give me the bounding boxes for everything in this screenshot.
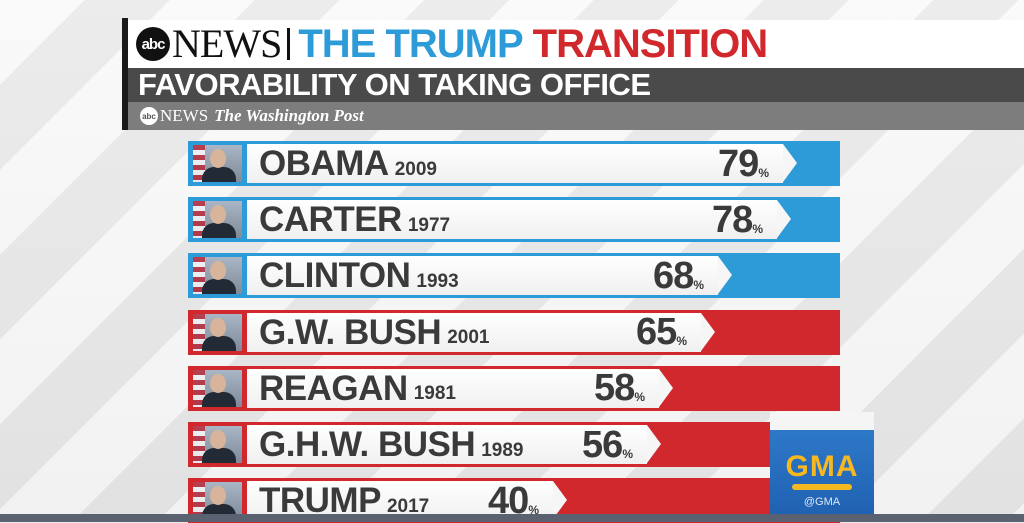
percent-sign: % (693, 277, 704, 292)
inauguration-year: 2017 (386, 495, 430, 517)
bar-row: OBAMA 2009 79% (188, 141, 840, 186)
abc-logo: abc (136, 27, 170, 61)
portrait-image (193, 257, 242, 295)
value-label: 78 (712, 198, 753, 241)
source-banner: abc NEWS The Washington Post (128, 102, 1024, 130)
bar-row: REAGAN 1981 58% (188, 365, 840, 411)
bar-row: CARTER 1977 78% (188, 197, 840, 243)
bar-row: CLINTON 1993 68% (188, 253, 840, 299)
percent-sign: % (528, 502, 539, 517)
value-label: 68 (653, 254, 694, 297)
value-bar: TRUMP 2017 40% (247, 479, 567, 522)
value-label: 79 (718, 142, 759, 185)
portrait-image (193, 313, 242, 351)
inauguration-year: 1993 (416, 270, 459, 292)
value-label: 56 (582, 423, 623, 466)
portrait-image (193, 426, 242, 463)
source-washington-post: The Washington Post (214, 106, 364, 125)
percent-sign: % (676, 334, 687, 349)
portrait-image (193, 145, 242, 182)
value-label: 40 (488, 479, 529, 522)
subtitle-banner: FAVORABILITY ON TAKING OFFICE (128, 67, 1024, 102)
percent-sign: % (622, 446, 633, 461)
value-bar: CLINTON 1993 68% (247, 254, 732, 297)
value-bar: REAGAN 1981 58% (247, 367, 673, 410)
news-wordmark: NEWS (172, 21, 282, 66)
president-name: REAGAN (259, 368, 408, 408)
value-bar: G.W. BUSH 2001 65% (247, 311, 715, 354)
portrait-image (193, 201, 242, 239)
percent-sign: % (758, 165, 769, 180)
value-label: 65 (636, 311, 677, 354)
president-name: OBAMA (259, 144, 389, 183)
gma-logo-box: GMA @GMA (770, 412, 874, 522)
inauguration-year: 1977 (407, 214, 451, 236)
gma-handle: @GMA (803, 496, 841, 508)
bottom-strip (0, 514, 1024, 522)
percent-sign: % (752, 221, 763, 236)
president-name: G.H.W. BUSH (259, 425, 476, 464)
president-name: TRUMP (259, 481, 381, 521)
inauguration-year: 2001 (447, 327, 490, 349)
chart-subtitle: FAVORABILITY ON TAKING OFFICE (138, 67, 651, 102)
header-accent-bar (122, 18, 128, 130)
inauguration-year: 1989 (481, 439, 524, 461)
gma-swoosh-icon (792, 484, 852, 490)
portrait-image (193, 369, 242, 407)
president-name: G.W. BUSH (259, 312, 442, 352)
inauguration-year: 2009 (394, 158, 437, 180)
inauguration-year: 1981 (413, 383, 456, 405)
percent-sign: % (634, 390, 645, 405)
bar-row: G.H.W. BUSH 1989 56% (188, 422, 840, 467)
value-bar: CARTER 1977 78% (247, 198, 791, 241)
title-transition: TRANSITION (532, 22, 768, 66)
title-banner: abc NEWS THE TRUMP TRANSITION (128, 20, 1024, 68)
president-name: CARTER (259, 200, 402, 240)
source-abc-logo: abc (140, 107, 158, 125)
bar-row: G.W. BUSH 2001 65% (188, 309, 840, 355)
president-name: CLINTON (259, 256, 411, 296)
value-label: 58 (594, 367, 635, 410)
title-separator (287, 28, 291, 60)
value-bar: OBAMA 2009 79% (247, 142, 797, 185)
value-bar: G.H.W. BUSH 1989 56% (247, 423, 661, 466)
title-trump: THE TRUMP (298, 22, 523, 66)
gma-logo: GMA (785, 450, 859, 483)
source-news: NEWS (160, 106, 209, 125)
